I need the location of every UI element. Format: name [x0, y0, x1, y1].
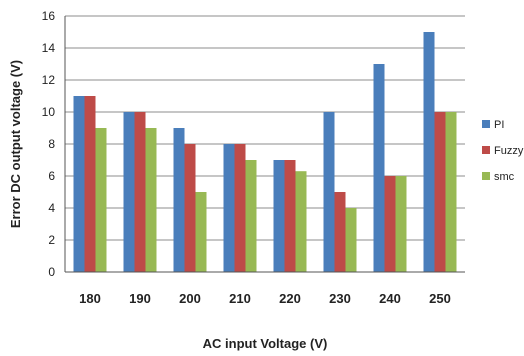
legend-label-fuzzy: Fuzzy — [494, 145, 524, 157]
y-tick-label: 10 — [42, 105, 56, 119]
bar-fuzzy-180 — [84, 96, 96, 272]
y-axis-title: Error DC output voltage (V) — [8, 60, 23, 228]
bar-fuzzy-240 — [384, 176, 396, 272]
y-tick-label: 4 — [48, 201, 55, 215]
bar-smc-200 — [195, 192, 207, 272]
bar-pi-240 — [373, 64, 385, 272]
bar-smc-190 — [145, 128, 157, 272]
bar-smc-250 — [445, 112, 457, 272]
x-tick-label: 180 — [79, 291, 101, 306]
bar-smc-220 — [295, 171, 307, 272]
bar-pi-190 — [123, 112, 135, 272]
bar-smc-210 — [245, 160, 257, 272]
bar-fuzzy-190 — [134, 112, 146, 272]
x-axis-title: AC input Voltage (V) — [203, 336, 328, 351]
x-tick-label: 190 — [129, 291, 151, 306]
y-tick-label: 2 — [48, 233, 55, 247]
x-tick-label: 230 — [329, 291, 351, 306]
bar-fuzzy-230 — [334, 192, 346, 272]
y-tick-labels: 0 2 4 6 8 10 12 14 16 — [42, 9, 56, 279]
legend-swatch-smc — [482, 172, 490, 180]
y-tick-label: 6 — [48, 169, 55, 183]
legend: PI Fuzzy smc — [482, 119, 524, 183]
bar-pi-250 — [423, 32, 435, 272]
x-tick-label: 240 — [379, 291, 401, 306]
y-tick-label: 16 — [42, 9, 56, 23]
bar-fuzzy-220 — [284, 160, 296, 272]
legend-swatch-pi — [482, 120, 490, 128]
x-tick-label: 200 — [179, 291, 201, 306]
bar-smc-230 — [345, 208, 357, 272]
y-tick-label: 12 — [42, 73, 56, 87]
bar-fuzzy-200 — [184, 144, 196, 272]
bars — [73, 32, 457, 272]
axes — [64, 16, 465, 273]
legend-label-pi: PI — [494, 119, 504, 131]
y-tick-label: 8 — [48, 137, 55, 151]
bar-pi-230 — [323, 112, 335, 272]
bar-fuzzy-210 — [234, 144, 246, 272]
legend-swatch-fuzzy — [482, 146, 490, 154]
bar-smc-180 — [95, 128, 107, 272]
x-tick-label: 250 — [429, 291, 451, 306]
y-tick-label: 0 — [48, 265, 55, 279]
y-tick-label: 14 — [42, 41, 56, 55]
legend-label-smc: smc — [494, 171, 515, 183]
x-tick-label: 210 — [229, 291, 251, 306]
bar-fuzzy-250 — [434, 112, 446, 272]
bar-pi-180 — [73, 96, 85, 272]
bar-pi-220 — [273, 160, 285, 272]
bar-pi-200 — [173, 128, 185, 272]
x-tick-labels: 180 190 200 210 220 230 240 250 — [79, 291, 451, 306]
bar-smc-240 — [395, 176, 407, 272]
x-tick-label: 220 — [279, 291, 301, 306]
bar-pi-210 — [223, 144, 235, 272]
